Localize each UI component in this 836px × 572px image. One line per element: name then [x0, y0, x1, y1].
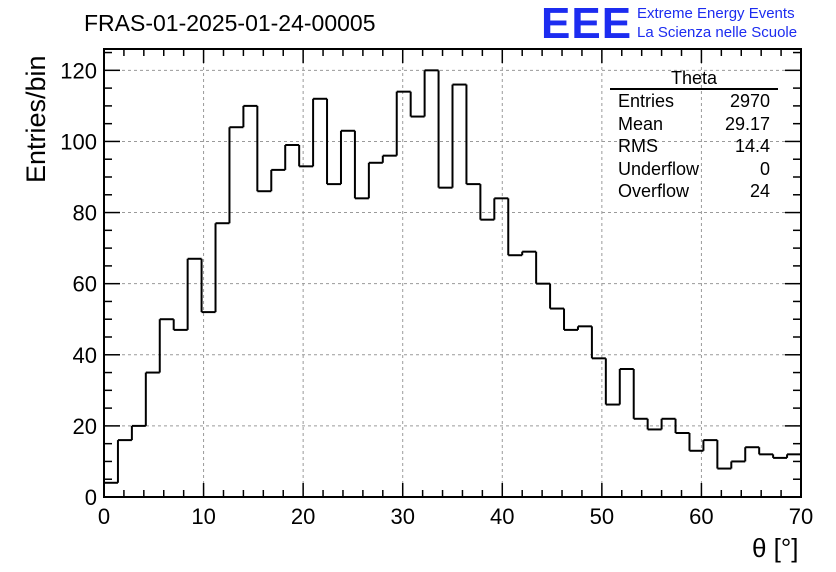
y-tick-label: 120 [60, 58, 97, 83]
x-tick-label: 0 [98, 504, 110, 529]
y-tick-label: 0 [85, 485, 97, 510]
stats-value: 2970 [729, 91, 770, 111]
stats-label: Mean [618, 113, 664, 134]
stats-label: RMS [618, 136, 658, 157]
x-tick-label: 70 [789, 504, 813, 529]
x-axis-label: θ [°] [752, 533, 799, 563]
stats-value: 29.17 [724, 113, 770, 134]
stats-box: Theta Entries 2970 Mean 29.17 RMS 14.4 Unde… [610, 68, 778, 203]
logo-line-2: La Scienza nelle Scuole [637, 24, 798, 41]
x-tick-label: 50 [590, 504, 614, 529]
x-tick-label: 60 [689, 504, 713, 529]
stats-row-rms: RMS 14.4 [610, 135, 778, 158]
stats-row-underflow: Underflow 0 [610, 158, 778, 181]
stats-label: Overflow [618, 181, 690, 202]
x-tick-label: 10 [191, 504, 215, 529]
y-tick-label: 60 [73, 272, 97, 297]
stats-row-overflow: Overflow 24 [610, 180, 778, 203]
logo-caption: Extreme Energy Events La Scienza nelle S… [637, 4, 797, 42]
logo-line-1: Extreme Energy Events [637, 5, 795, 22]
stats-row-entries: Entries 2970 [610, 90, 778, 113]
stats-title: Theta [610, 68, 778, 90]
x-tick-label: 20 [291, 504, 315, 529]
x-tick-label: 40 [490, 504, 514, 529]
y-tick-label: 80 [73, 201, 97, 226]
stats-value: 24 [749, 181, 770, 202]
stats-label: Underflow [618, 158, 700, 179]
plot-title: FRAS-01-2025-01-24-00005 [84, 10, 376, 36]
stats-value: 14.4 [734, 136, 770, 157]
stats-row-mean: Mean 29.17 [610, 113, 778, 136]
stats-value: 0 [759, 158, 770, 179]
plot-frame [103, 48, 802, 498]
stats-label: Entries [618, 91, 675, 111]
x-tick-label: 30 [390, 504, 414, 529]
y-tick-label: 20 [73, 414, 97, 439]
y-tick-label: 100 [60, 129, 97, 154]
eee-logo: EEE [541, 0, 633, 48]
y-axis-label: Entries/bin [21, 55, 51, 183]
y-tick-label: 40 [73, 343, 97, 368]
